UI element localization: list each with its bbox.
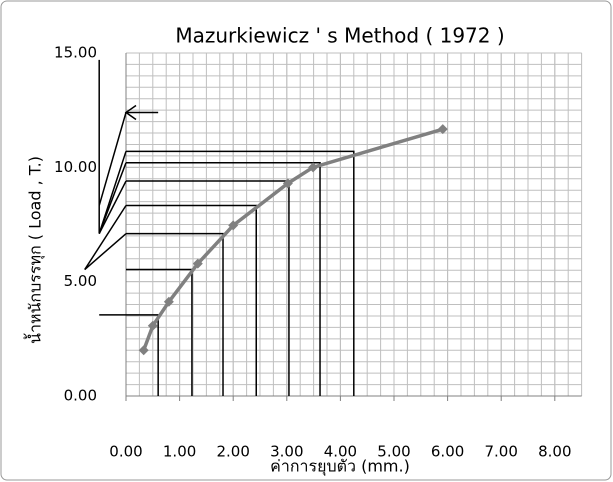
x-axis-label: ค่าการยุบตัว (mm.) <box>270 457 410 477</box>
x-tick-label: 8.00 <box>538 443 571 461</box>
y-tick-label: 0.00 <box>64 387 97 405</box>
y-tick-label: 15.00 <box>54 44 97 62</box>
x-tick-label: 6.00 <box>431 443 464 461</box>
construction-line <box>98 180 127 234</box>
y-tick-label: 10.00 <box>54 158 97 176</box>
construction-line <box>98 112 127 206</box>
series-line <box>142 127 444 351</box>
x-tick-label: 1.00 <box>163 443 196 461</box>
data-point <box>163 296 174 307</box>
construction-line <box>84 205 127 270</box>
construction-line <box>126 232 224 396</box>
x-tick-label: 4.00 <box>324 443 357 461</box>
data-point <box>282 178 293 189</box>
data-point <box>228 220 239 231</box>
y-axis-label: น้ำหนักบรรทุก ( Load , T.) <box>24 156 46 344</box>
x-tick-label: 0.00 <box>109 443 142 461</box>
x-tick-label: 3.00 <box>270 443 303 461</box>
x-tick-label: 2.00 <box>216 443 249 461</box>
data-point <box>138 345 149 356</box>
data-point <box>147 320 158 331</box>
x-tick-label: 7.00 <box>484 443 517 461</box>
y-tick-label: 5.00 <box>64 272 97 290</box>
data-point <box>192 258 203 269</box>
construction-line <box>98 151 127 234</box>
grid: 0.00 1.00 2.00 3.00 4.00 5.00 6.00 7.00 8.00 0.00… <box>54 44 583 461</box>
construction-line <box>84 233 127 271</box>
data-point <box>308 162 319 173</box>
chart-title: Mazurkiewicz ' s Method ( 1972 ) <box>175 24 504 48</box>
construction-line <box>126 150 355 396</box>
arrow-head <box>124 104 137 121</box>
data-point <box>437 124 448 135</box>
series <box>138 124 448 356</box>
construction-line <box>126 162 321 396</box>
x-tick-label: 5.00 <box>377 443 410 461</box>
